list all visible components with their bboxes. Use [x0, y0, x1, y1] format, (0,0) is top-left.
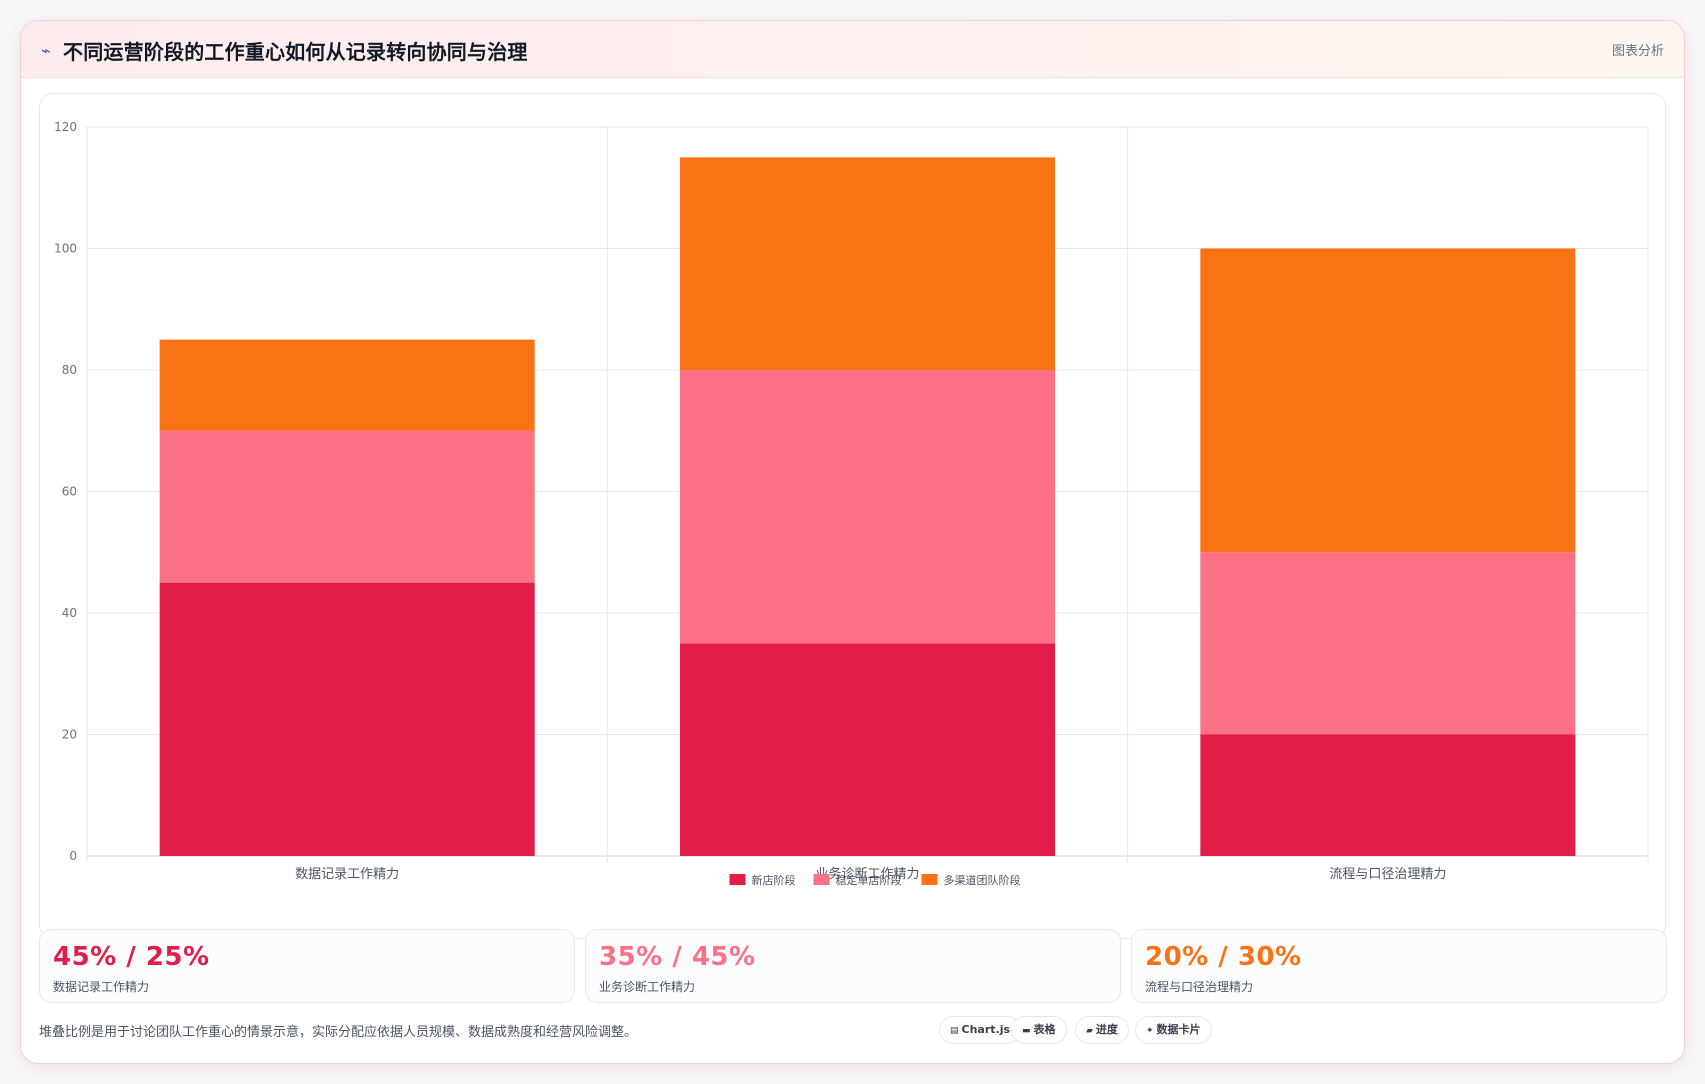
footnote: 堆叠比例是用于讨论团队工作重心的情景示意，实际分配应依据人员规模、数据成熟度和经…: [39, 1025, 638, 1040]
stat-value: 35% / 45%: [599, 942, 756, 972]
stat-value: 45% / 25%: [53, 942, 210, 972]
y-tick-label: 80: [62, 363, 77, 377]
chip-data-card[interactable]: ✦ 数据卡片: [1135, 1016, 1212, 1044]
legend-label: 稳定单店阶段: [836, 873, 902, 887]
stat-card-diagnosis: 35% / 45% 业务诊断工作精力: [585, 929, 1121, 1003]
stacked-bar-chart: 0 20 40 60 80 100 120 数据记录工作精力 业务诊断工作精力 流程与口径治理精力…: [54, 120, 1649, 887]
x-tick-label: 流程与口径治理精力: [1329, 867, 1446, 882]
chart-analysis-tag: 图表分析: [1611, 44, 1664, 59]
progress-icon: ▰: [1086, 1026, 1093, 1036]
legend-label: 多渠道团队阶段: [944, 873, 1021, 887]
chip-progress[interactable]: ▰ 进度: [1075, 1016, 1129, 1044]
page-title: 不同运营阶段的工作重心如何从记录转向协同与治理: [63, 40, 528, 64]
trend-line-icon: ⌁: [41, 41, 51, 60]
stat-card-governance: 20% / 30% 流程与口径治理精力: [1131, 929, 1667, 1003]
bar-segment: [1200, 248, 1576, 553]
chip-label: 进度: [1095, 1023, 1118, 1036]
chip-chartjs[interactable]: ▤ Chart.js: [939, 1016, 1022, 1044]
chip-table[interactable]: ▬ 表格: [1011, 1016, 1067, 1044]
x-tick-label: 业务诊断工作精力: [815, 866, 919, 882]
y-tick-label: 120: [54, 120, 77, 134]
chart-panel: 0 20 40 60 80 100 120 数据记录工作精力 业务诊断工作精力 流程与口径治理精力…: [39, 93, 1666, 939]
chip-label: 数据卡片: [1156, 1023, 1201, 1036]
y-tick-label: 20: [62, 728, 77, 742]
legend-label: 新店阶段: [752, 873, 796, 887]
bar-segment: [1200, 552, 1576, 735]
chart-card: ⌁ 不同运营阶段的工作重心如何从记录转向协同与治理 图表分析 0 20 40 60 80…: [20, 20, 1685, 1064]
legend-swatch: [921, 874, 938, 885]
y-tick-label: 100: [54, 242, 77, 256]
table-icon: ▬: [1022, 1026, 1031, 1036]
bar-segment: [680, 643, 1055, 856]
chip-label: Chart.js: [961, 1023, 1011, 1036]
stat-label: 流程与口径治理精力: [1145, 980, 1254, 994]
y-tick-label: 0: [69, 849, 77, 863]
stat-value: 20% / 30%: [1145, 942, 1302, 972]
stat-label: 数据记录工作精力: [53, 980, 150, 994]
bar-segment: [680, 370, 1055, 644]
legend-swatch: [813, 874, 830, 885]
sparkle-icon: ✦: [1146, 1026, 1154, 1036]
card-header: ⌁ 不同运营阶段的工作重心如何从记录转向协同与治理 图表分析: [21, 21, 1684, 78]
y-tick-label: 60: [62, 485, 77, 499]
bar-segment: [159, 339, 535, 431]
y-tick-label: 40: [62, 606, 77, 620]
legend-swatch: [729, 874, 746, 885]
stat-label: 业务诊断工作精力: [599, 980, 696, 994]
chart-icon: ▤: [950, 1026, 959, 1036]
bar-segment: [680, 157, 1055, 370]
stat-card-record: 45% / 25% 数据记录工作精力: [39, 929, 575, 1003]
bar-segment: [159, 582, 535, 856]
chip-label: 表格: [1033, 1023, 1056, 1036]
bar-segment: [159, 430, 535, 583]
bar-segment: [1200, 734, 1576, 856]
x-tick-label: 数据记录工作精力: [295, 867, 399, 882]
